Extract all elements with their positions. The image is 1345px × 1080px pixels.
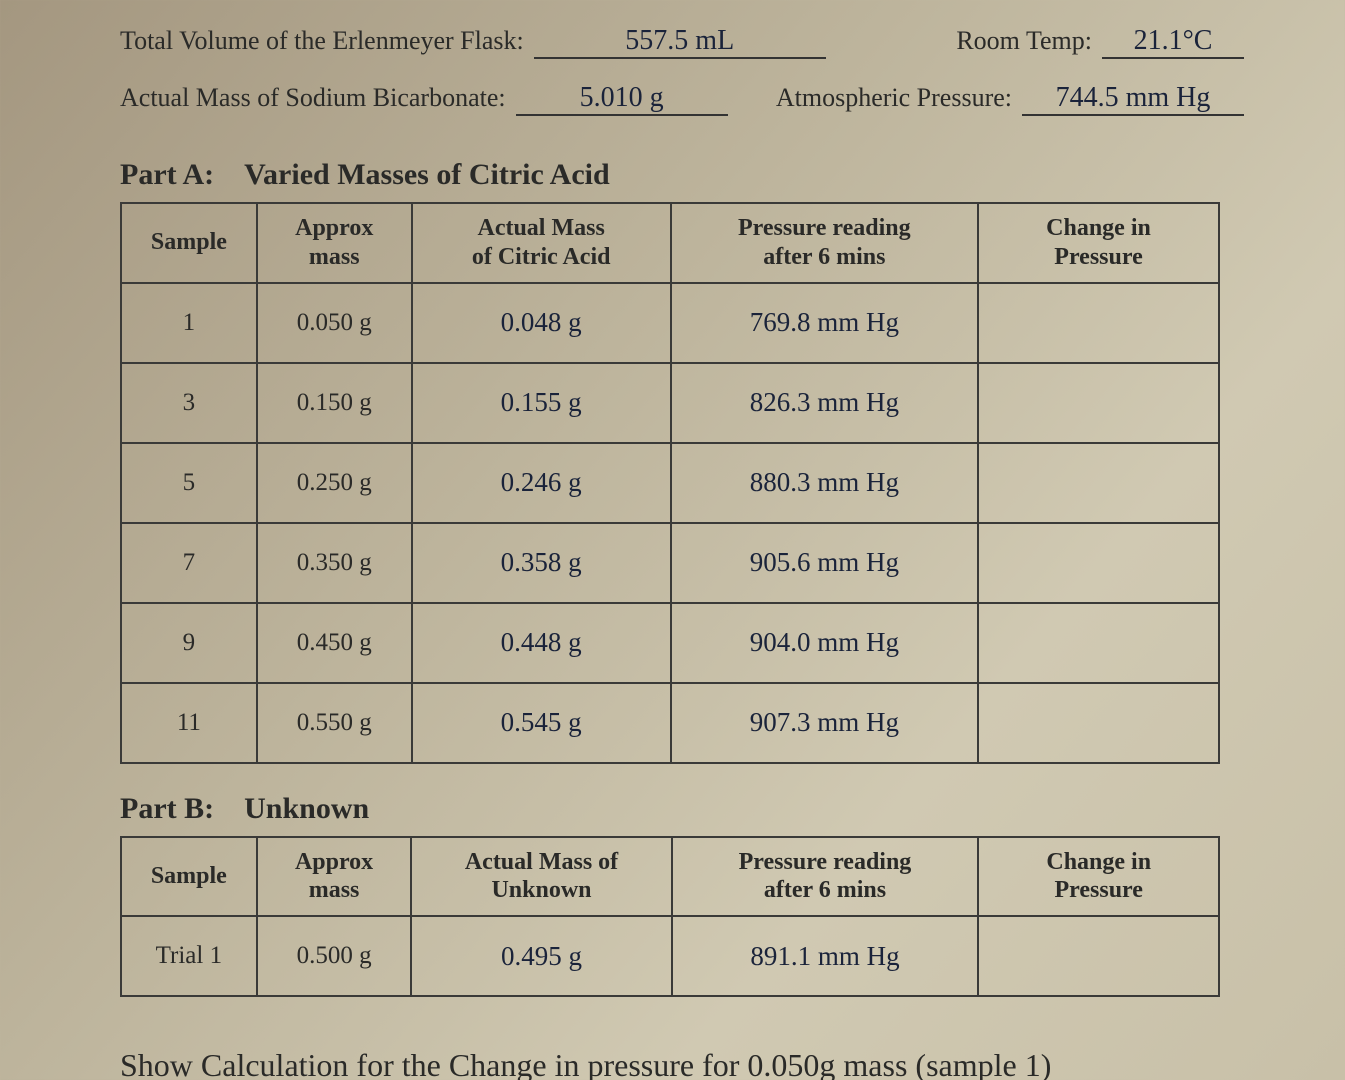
cell-actual: 0.358 g (412, 523, 671, 603)
header-row-1: Total Volume of the Erlenmeyer Flask: 55… (120, 26, 1244, 73)
part-b-header-row: Sample Approxmass Actual Mass ofUnknown … (121, 837, 1219, 917)
col-change: Change inPressure (978, 837, 1219, 917)
worksheet-sheet: Total Volume of the Erlenmeyer Flask: 55… (60, 0, 1284, 1080)
cell-change (978, 283, 1219, 363)
cell-sample: 7 (121, 523, 257, 603)
atm-label: Atmospheric Pressure: (776, 83, 1012, 113)
part-b-title: Part B: Unknown (120, 792, 1244, 826)
part-b-rest: Unknown (244, 792, 369, 825)
table-row: Trial 1 0.500 g 0.495 g 891.1 mm Hg (121, 916, 1219, 996)
cell-approx: 0.550 g (257, 683, 412, 763)
part-a-prefix: Part A: (120, 158, 214, 191)
col-actual: Actual Mass ofUnknown (411, 837, 671, 917)
bicarb-line: Actual Mass of Sodium Bicarbonate: 5.010… (120, 83, 728, 116)
cell-change (978, 363, 1219, 443)
cell-sample: 1 (121, 283, 257, 363)
cell-sample: Trial 1 (121, 916, 257, 996)
bicarb-label: Actual Mass of Sodium Bicarbonate: (120, 83, 506, 113)
part-a-table: Sample Approxmass Actual Massof Citric A… (120, 202, 1220, 764)
cell-approx: 0.150 g (257, 363, 412, 443)
room-temp-label: Room Temp: (956, 26, 1092, 56)
cell-change (978, 523, 1219, 603)
bicarb-value: 5.010 g (516, 84, 728, 116)
calc-instruction: Show Calculation for the Change in press… (120, 1047, 1244, 1080)
col-sample: Sample (121, 837, 257, 917)
cell-pressure: 904.0 mm Hg (671, 603, 978, 683)
cell-approx: 0.450 g (257, 603, 412, 683)
cell-approx: 0.350 g (257, 523, 412, 603)
cell-approx: 0.250 g (257, 443, 412, 523)
table-row: 7 0.350 g 0.358 g 905.6 mm Hg (121, 523, 1219, 603)
cell-approx: 0.500 g (257, 916, 412, 996)
cell-sample: 5 (121, 443, 257, 523)
col-approx: Approxmass (257, 203, 412, 283)
col-actual: Actual Massof Citric Acid (412, 203, 671, 283)
cell-actual: 0.246 g (412, 443, 671, 523)
header-row-2: Actual Mass of Sodium Bicarbonate: 5.010… (120, 83, 1244, 130)
cell-pressure: 907.3 mm Hg (671, 683, 978, 763)
table-row: 5 0.250 g 0.246 g 880.3 mm Hg (121, 443, 1219, 523)
cell-pressure: 769.8 mm Hg (671, 283, 978, 363)
cell-actual: 0.048 g (412, 283, 671, 363)
table-row: 11 0.550 g 0.545 g 907.3 mm Hg (121, 683, 1219, 763)
cell-change (978, 683, 1219, 763)
cell-pressure: 826.3 mm Hg (671, 363, 978, 443)
cell-actual: 0.448 g (412, 603, 671, 683)
cell-sample: 3 (121, 363, 257, 443)
flask-value: 557.5 mL (534, 27, 826, 59)
part-b-body: Trial 1 0.500 g 0.495 g 891.1 mm Hg (121, 916, 1219, 996)
cell-sample: 11 (121, 683, 257, 763)
cell-change (978, 443, 1219, 523)
flask-label: Total Volume of the Erlenmeyer Flask: (120, 26, 524, 56)
table-row: 1 0.050 g 0.048 g 769.8 mm Hg (121, 283, 1219, 363)
table-row: 3 0.150 g 0.155 g 826.3 mm Hg (121, 363, 1219, 443)
part-a-title: Part A: Varied Masses of Citric Acid (120, 158, 1244, 192)
cell-pressure: 880.3 mm Hg (671, 443, 978, 523)
cell-actual: 0.495 g (411, 916, 671, 996)
cell-actual: 0.155 g (412, 363, 671, 443)
cell-change (978, 916, 1219, 996)
part-a-body: 1 0.050 g 0.048 g 769.8 mm Hg 3 0.150 g … (121, 283, 1219, 763)
cell-change (978, 603, 1219, 683)
col-approx: Approxmass (257, 837, 412, 917)
part-b-table: Sample Approxmass Actual Mass ofUnknown … (120, 836, 1220, 998)
col-change: Change inPressure (978, 203, 1219, 283)
col-sample: Sample (121, 203, 257, 283)
part-b-prefix: Part B: (120, 792, 214, 825)
cell-approx: 0.050 g (257, 283, 412, 363)
col-pressure: Pressure readingafter 6 mins (671, 203, 978, 283)
col-pressure: Pressure readingafter 6 mins (672, 837, 979, 917)
cell-actual: 0.545 g (412, 683, 671, 763)
cell-pressure: 905.6 mm Hg (671, 523, 978, 603)
part-a-header-row: Sample Approxmass Actual Massof Citric A… (121, 203, 1219, 283)
flask-line: Total Volume of the Erlenmeyer Flask: 55… (120, 26, 826, 59)
table-row: 9 0.450 g 0.448 g 904.0 mm Hg (121, 603, 1219, 683)
room-temp-value: 21.1°C (1102, 27, 1244, 59)
room-temp-line: Room Temp: 21.1°C (956, 26, 1244, 59)
part-a-rest: Varied Masses of Citric Acid (244, 158, 610, 191)
cell-pressure: 891.1 mm Hg (672, 916, 979, 996)
atm-value: 744.5 mm Hg (1022, 84, 1244, 116)
atm-line: Atmospheric Pressure: 744.5 mm Hg (776, 83, 1244, 116)
cell-sample: 9 (121, 603, 257, 683)
